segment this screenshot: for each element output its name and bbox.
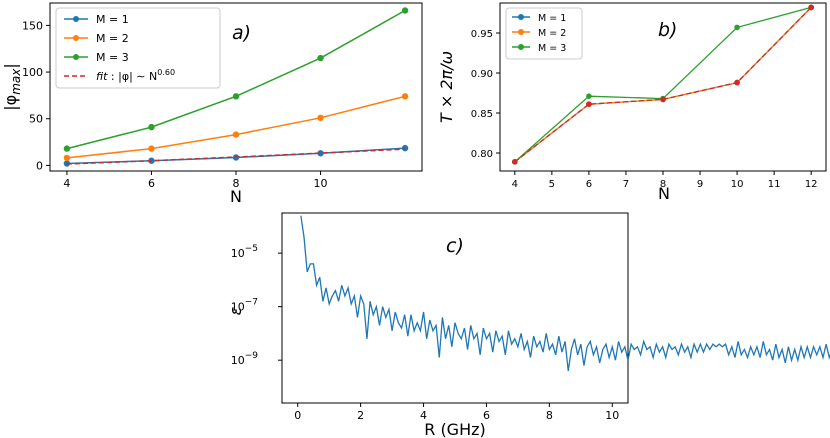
p1-xtick-label: 10 <box>731 179 744 190</box>
p2-xtick-label: 0 <box>294 409 301 422</box>
p0-series-1-point <box>317 114 324 122</box>
p1-ytick-label: 0.80 <box>471 149 493 160</box>
panel-a-legend-box <box>55 7 221 89</box>
p1-xtick-label: 4 <box>512 179 518 190</box>
panel-a-ylabel: |φmax| <box>1 63 23 111</box>
p0-series-2-point <box>232 93 240 100</box>
p0-legend-label: M = 3 <box>96 51 129 64</box>
p0-series-2-point <box>317 54 324 62</box>
p1-xtick-label: 8 <box>660 179 666 190</box>
panel-c-xlabel: R (GHz) <box>424 420 486 438</box>
panel-b-ylabel: T × 2π/ω <box>437 51 456 123</box>
p0-xtick-label: 10 <box>314 177 328 190</box>
p0-series-2-point <box>63 145 71 152</box>
panel-b: 4 5 6 7 8 9 10 11 12 0.80 0.85 0.90 0.95 b) N T × 2π… <box>437 2 827 203</box>
p0-legend-marker <box>73 54 79 60</box>
p0-legend-label: fit : |φ| ∼ N0.60 <box>96 68 175 83</box>
p2-ytick-label: 10−7 <box>231 298 258 314</box>
p1-ytick-label: 0.85 <box>471 109 493 120</box>
p0-series-3-line <box>66 148 406 165</box>
p2-xtick-label: 4 <box>420 409 427 422</box>
panel-a-ylabel-bar: | <box>1 63 20 68</box>
p0-series-0-point <box>317 150 324 157</box>
p1-xtick-label: 5 <box>549 179 555 190</box>
p1-legend-marker <box>518 44 524 50</box>
panel-c-ylabel: ε <box>226 306 245 315</box>
panel-a-xlabel: N <box>230 187 242 206</box>
panel-b-xlabel: N <box>658 184 670 203</box>
p0-xtick-label: 6 <box>148 177 155 190</box>
p1-xtick-label: 9 <box>697 179 703 190</box>
p0-series-0-point <box>401 144 409 152</box>
p1-series-3-point <box>808 4 814 11</box>
p2-ytick-base: 10 <box>231 354 245 367</box>
p0-series-1-point <box>401 93 409 100</box>
p0-ytick-label: 50 <box>29 113 43 126</box>
p2-ytick-exp: −5 <box>245 244 258 254</box>
p1-legend-marker <box>518 29 524 35</box>
p0-legend-fit-prefix: fit <box>96 70 108 83</box>
p0-xtick-label: 4 <box>63 177 70 190</box>
p1-ytick-label: 0.90 <box>471 69 493 80</box>
p0-series-1-point <box>148 145 155 152</box>
p2-ytick-label: 10−5 <box>231 244 258 260</box>
panel-b-legend: M = 1 M = 2 M = 3 <box>505 7 583 60</box>
p1-xtick-label: 6 <box>586 179 592 190</box>
p1-series-3-point <box>734 79 740 86</box>
panel-c-label: c) <box>446 235 464 257</box>
p0-ytick-label: 0 <box>36 159 43 172</box>
p0-series-1-line <box>66 95 406 159</box>
p0-legend-marker <box>73 35 79 41</box>
p2-xtick-label: 6 <box>483 409 490 422</box>
p2-ytick-base: 10 <box>231 247 245 260</box>
p2-xtick-label: 8 <box>546 409 553 422</box>
p1-series-3-point <box>512 159 518 165</box>
p1-legend-label: M = 3 <box>538 43 566 54</box>
panel-a-legend: M = 1 M = 2 M = 3 fit : |φ| ∼ N0.60 <box>55 7 221 89</box>
p2-xtick-label: 2 <box>357 409 364 422</box>
p2-series-0-line <box>300 215 830 371</box>
panel-c-frame <box>281 212 629 404</box>
p0-ytick-label: 150 <box>22 19 43 32</box>
p1-series-3-point <box>586 101 592 107</box>
p0-legend-fit-formula: : |φ| ∼ N <box>107 70 157 83</box>
p0-legend-marker <box>73 16 79 22</box>
p0-xtick-label: 8 <box>233 177 240 190</box>
p0-legend-fit-exponent: 0.60 <box>157 68 175 77</box>
p1-legend-label: M = 2 <box>538 28 566 39</box>
p2-xtick-label: 10 <box>605 409 619 422</box>
p1-series-2-point <box>734 24 740 31</box>
p0-legend-label: M = 2 <box>96 32 129 45</box>
p1-legend-label: M = 1 <box>538 13 566 24</box>
panel-a-ylabel-sub: max <box>9 68 23 95</box>
p0-legend-label: M = 1 <box>96 13 129 26</box>
p1-series-3-point <box>660 96 666 103</box>
p0-series-1-point <box>232 131 240 138</box>
panel-a-label: a) <box>232 22 251 44</box>
p2-ytick-exp: −7 <box>245 298 258 308</box>
p1-legend-marker <box>518 14 524 20</box>
p1-xtick-label: 12 <box>805 179 818 190</box>
p0-series-2-point <box>148 123 155 131</box>
p1-ytick-label: 0.95 <box>471 29 493 40</box>
p0-ytick-label: 100 <box>22 66 43 79</box>
panel-a-ylabel-main: |φ <box>1 95 20 111</box>
p1-xtick-label: 11 <box>768 179 781 190</box>
p2-ytick-label: 10−9 <box>231 351 259 367</box>
p2-ytick-base: 10 <box>231 301 245 314</box>
panel-b-label: b) <box>658 19 677 41</box>
p2-ytick-exp: −9 <box>245 351 259 361</box>
p1-series-2-point <box>586 93 592 99</box>
p0-series-2-point <box>401 7 409 14</box>
p0-series-1-point <box>63 154 71 162</box>
p1-xtick-label: 7 <box>623 179 629 190</box>
